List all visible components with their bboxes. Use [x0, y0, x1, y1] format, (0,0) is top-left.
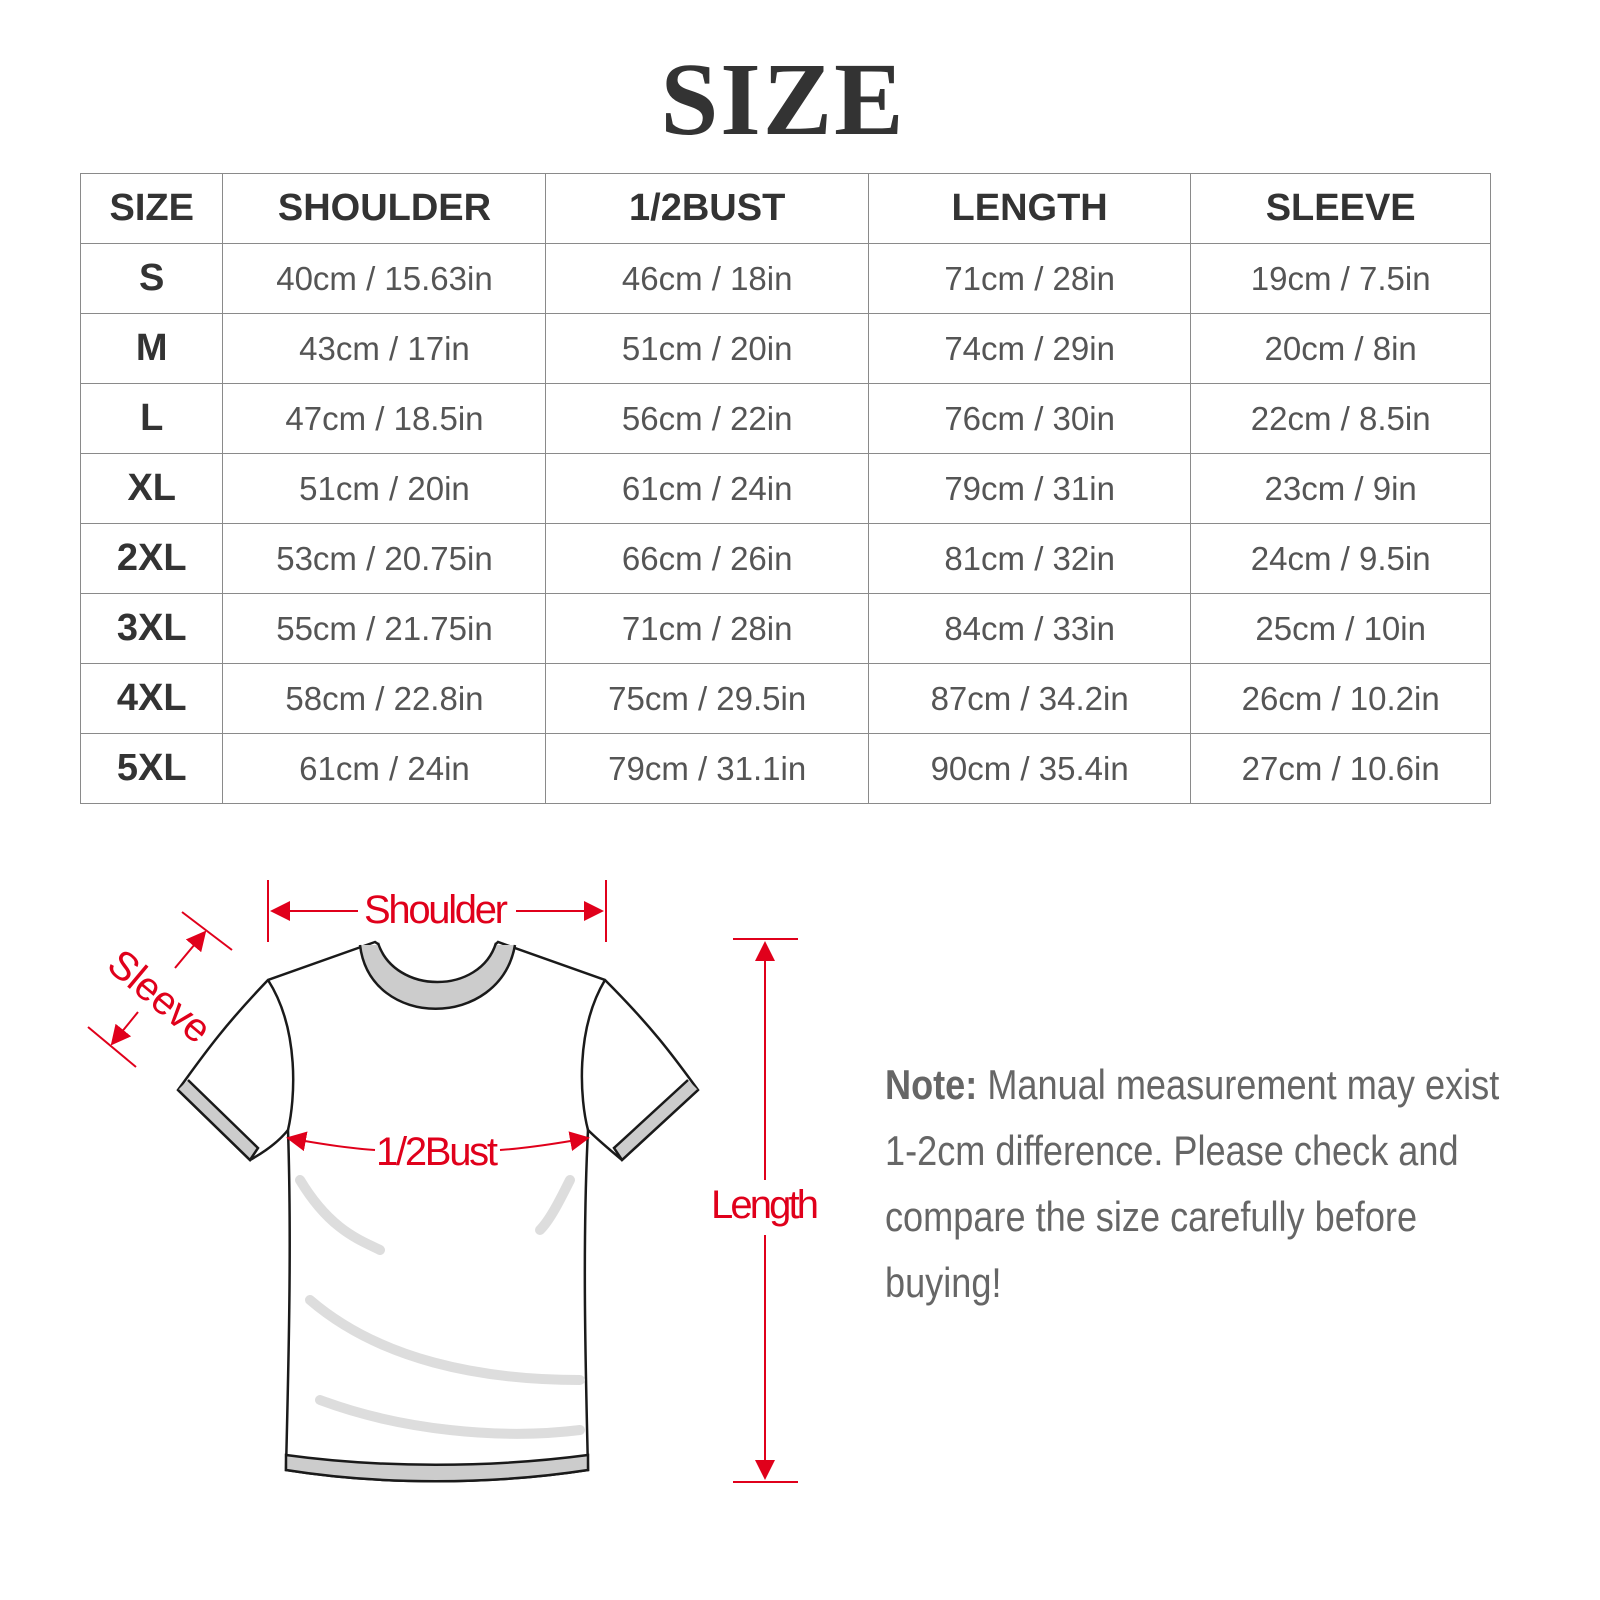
- measurement-cell: 23cm / 9in: [1190, 453, 1491, 524]
- fabric-folds: [295, 1175, 585, 1439]
- size-cell: 5XL: [79, 733, 224, 804]
- measurement-cell: 19cm / 7.5in: [1190, 243, 1491, 314]
- measurement-cell: 66cm / 26in: [545, 523, 869, 594]
- table-row: 2XL 53cm / 20.75in 66cm / 26in 81cm / 32in 2…: [79, 523, 1491, 594]
- note-text: Manual measurement may exist 1-2cm diffe…: [885, 1061, 1500, 1306]
- measurement-cell: 40cm / 15.63in: [222, 243, 547, 314]
- measurement-cell: 56cm / 22in: [545, 383, 869, 454]
- table-row: M 43cm / 17in 51cm / 20in 74cm / 29in 20cm /…: [79, 313, 1491, 384]
- measurement-cell: 24cm / 9.5in: [1190, 523, 1491, 594]
- measurement-cell: 79cm / 31in: [867, 453, 1192, 524]
- measurement-cell: 84cm / 33in: [867, 593, 1192, 664]
- column-header: 1/2BUST: [545, 173, 869, 244]
- measurement-cell: 51cm / 20in: [222, 453, 547, 524]
- measurement-cell: 79cm / 31.1in: [545, 733, 869, 804]
- table-row: S 40cm / 15.63in 46cm / 18in 71cm / 28in 19c…: [79, 243, 1491, 314]
- tshirt-icon: [176, 940, 700, 1483]
- shoulder-label: Shoulder: [364, 888, 508, 932]
- measurement-cell: 74cm / 29in: [867, 313, 1192, 384]
- length-label: Length: [711, 1183, 819, 1227]
- table-row: 5XL 61cm / 24in 79cm / 31.1in 90cm / 35.4in…: [79, 733, 1491, 804]
- column-header: SHOULDER: [222, 173, 547, 244]
- size-cell: 4XL: [79, 663, 224, 734]
- measurement-cell: 26cm / 10.2in: [1190, 663, 1491, 734]
- measurement-cell: 47cm / 18.5in: [222, 383, 547, 454]
- measurement-cell: 75cm / 29.5in: [545, 663, 869, 734]
- measurement-cell: 20cm / 8in: [1190, 313, 1491, 384]
- measurement-cell: 71cm / 28in: [545, 593, 869, 664]
- size-cell: L: [79, 383, 224, 454]
- measurement-cell: 61cm / 24in: [222, 733, 547, 804]
- measurement-cell: 27cm / 10.6in: [1190, 733, 1491, 804]
- measurement-cell: 90cm / 35.4in: [867, 733, 1192, 804]
- sleeve-label: Sleeve: [99, 941, 219, 1052]
- measurement-cell: 81cm / 32in: [867, 523, 1192, 594]
- measurement-cell: 53cm / 20.75in: [222, 523, 547, 594]
- measurement-cell: 51cm / 20in: [545, 313, 869, 384]
- measurement-cell: 55cm / 21.75in: [222, 593, 547, 664]
- size-cell: S: [79, 243, 224, 314]
- table-row: 3XL 55cm / 21.75in 71cm / 28in 84cm / 33in 2…: [79, 593, 1491, 664]
- measurement-cell: 61cm / 24in: [545, 453, 869, 524]
- size-cell: XL: [79, 453, 224, 524]
- size-table: SIZE SHOULDER 1/2BUST LENGTH SLEEVE S 40c…: [79, 173, 1491, 804]
- measurement-cell: 22cm / 8.5in: [1190, 383, 1491, 454]
- tshirt-diagram: Shoulder Sleeve 1/2Bust Length: [87, 880, 819, 1483]
- page-title: SIZE: [660, 42, 906, 157]
- size-cell: 2XL: [79, 523, 224, 594]
- column-header: SIZE: [79, 173, 224, 244]
- column-header: SLEEVE: [1190, 173, 1491, 244]
- size-cell: 3XL: [79, 593, 224, 664]
- table-row: XL 51cm / 20in 61cm / 24in 79cm / 31in 23cm …: [79, 453, 1491, 524]
- measurement-cell: 87cm / 34.2in: [867, 663, 1192, 734]
- column-header: LENGTH: [867, 173, 1192, 244]
- measurement-cell: 76cm / 30in: [867, 383, 1192, 454]
- measurement-cell: 58cm / 22.8in: [222, 663, 547, 734]
- note-label: Note:: [885, 1061, 978, 1108]
- table-row: 4XL 58cm / 22.8in 75cm / 29.5in 87cm / 34.2…: [79, 663, 1491, 734]
- table-row: L 47cm / 18.5in 56cm / 22in 76cm / 30in 22cm…: [79, 383, 1491, 454]
- size-cell: M: [79, 313, 224, 384]
- measurement-cell: 25cm / 10in: [1190, 593, 1491, 664]
- measurement-cell: 43cm / 17in: [222, 313, 547, 384]
- table-header-row: SIZE SHOULDER 1/2BUST LENGTH SLEEVE: [79, 173, 1491, 244]
- measurement-note: Note: Manual measurement may exist 1-2cm…: [885, 1052, 1504, 1316]
- measurement-cell: 46cm / 18in: [545, 243, 869, 314]
- measurement-cell: 71cm / 28in: [867, 243, 1192, 314]
- bust-label: 1/2Bust: [376, 1130, 498, 1174]
